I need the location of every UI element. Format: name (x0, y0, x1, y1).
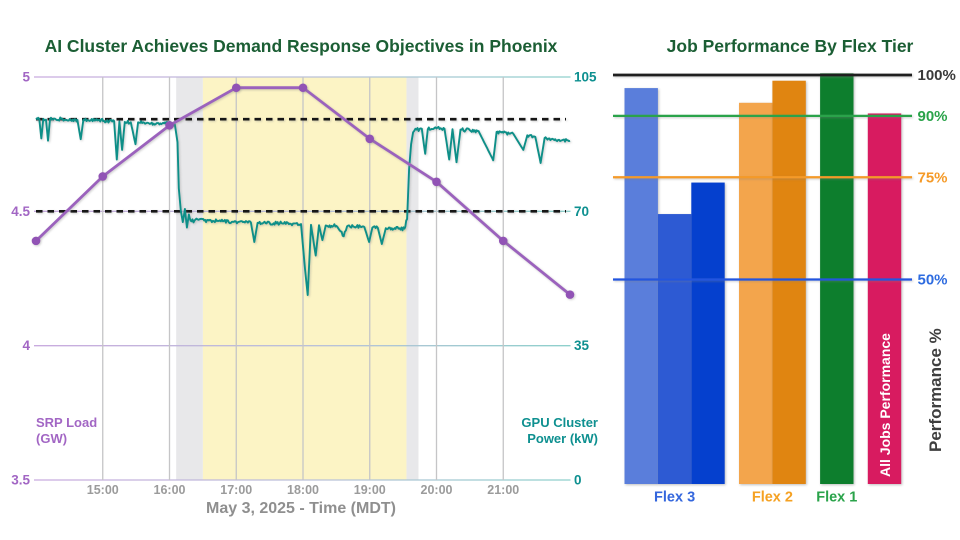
right-chart-title: Job Performance By Flex Tier (667, 36, 914, 56)
gpu-power-series (35, 116, 571, 296)
left-chart-title: AI Cluster Achieves Demand Response Obje… (45, 36, 558, 56)
srp-load-marker (432, 177, 441, 187)
left-axis-tick: 5 (22, 70, 30, 85)
ref-line-label: 75% (918, 169, 948, 186)
performance-bar (657, 214, 692, 484)
right-axis-tick: 105 (574, 70, 597, 85)
srp-load-marker (298, 83, 308, 93)
time-tick: 18:00 (287, 483, 319, 497)
srp-axis-label-line1: SRP Load (36, 415, 97, 430)
time-tick: 17:00 (220, 483, 252, 497)
performance-bar (739, 102, 773, 484)
threshold-dashed-lines (36, 117, 566, 213)
flex-tier-label: Flex 3 (654, 490, 695, 506)
srp-load-series (31, 83, 575, 299)
srp-load-marker (365, 134, 375, 144)
ref-line-label: 100% (918, 67, 956, 84)
gpu-power-line (35, 116, 571, 296)
performance-ref-lines (613, 73, 912, 281)
srp-load-marker (31, 236, 41, 246)
srp-load-marker (98, 172, 108, 181)
time-tick: 15:00 (87, 483, 119, 497)
performance-bar (691, 182, 725, 484)
x-axis-title: May 3, 2025 - Time (MDT) (206, 500, 396, 517)
gpu-axis-label-line2: Power (kW) (527, 431, 598, 446)
demand-response-bands (176, 77, 419, 480)
performance-bar (624, 88, 658, 484)
right-axis-tick: 70 (574, 204, 589, 219)
srp-load-marker (498, 236, 508, 246)
event-band (202, 77, 407, 480)
time-tick: 19:00 (354, 483, 386, 497)
srp-load-marker (565, 290, 575, 299)
ref-line-label: 90% (918, 108, 948, 125)
performance-axis-label: Performance % (926, 328, 945, 452)
performance-bar (772, 80, 806, 484)
srp-load-marker (165, 121, 174, 130)
event-band (176, 77, 203, 480)
left-axis-tick: 4.5 (11, 204, 30, 219)
time-tick: 21:00 (487, 483, 519, 497)
flex-tier-label: Flex 2 (752, 490, 793, 506)
srp-load-marker (231, 83, 241, 93)
right-axis-tick: 35 (574, 338, 590, 353)
flex-tier-label: Flex 1 (816, 490, 857, 506)
performance-bar (867, 113, 902, 485)
all-jobs-bar-label: All Jobs Performance (877, 333, 893, 477)
srp-axis-label-line2: (GW) (36, 431, 67, 446)
right-chart-labels: Flex 3 Flex 2 Flex 1 100% 90% 75% 50% (654, 67, 956, 505)
left-axis-tick: 3.5 (11, 473, 30, 488)
flex-tier-bars (624, 73, 902, 485)
time-tick: 16:00 (154, 483, 186, 497)
left-axis-tick: 4 (22, 338, 30, 353)
right-axis-tick: 0 (574, 473, 582, 488)
gpu-axis-label-line1: GPU Cluster (521, 415, 598, 430)
time-tick: 20:00 (421, 483, 453, 497)
left-chart-axis-ticks: 5 4.5 4 3.5 105 70 35 0 15:00 16:00 17:00 18:00 19:0… (11, 70, 597, 498)
ref-line-label: 50% (918, 272, 948, 289)
